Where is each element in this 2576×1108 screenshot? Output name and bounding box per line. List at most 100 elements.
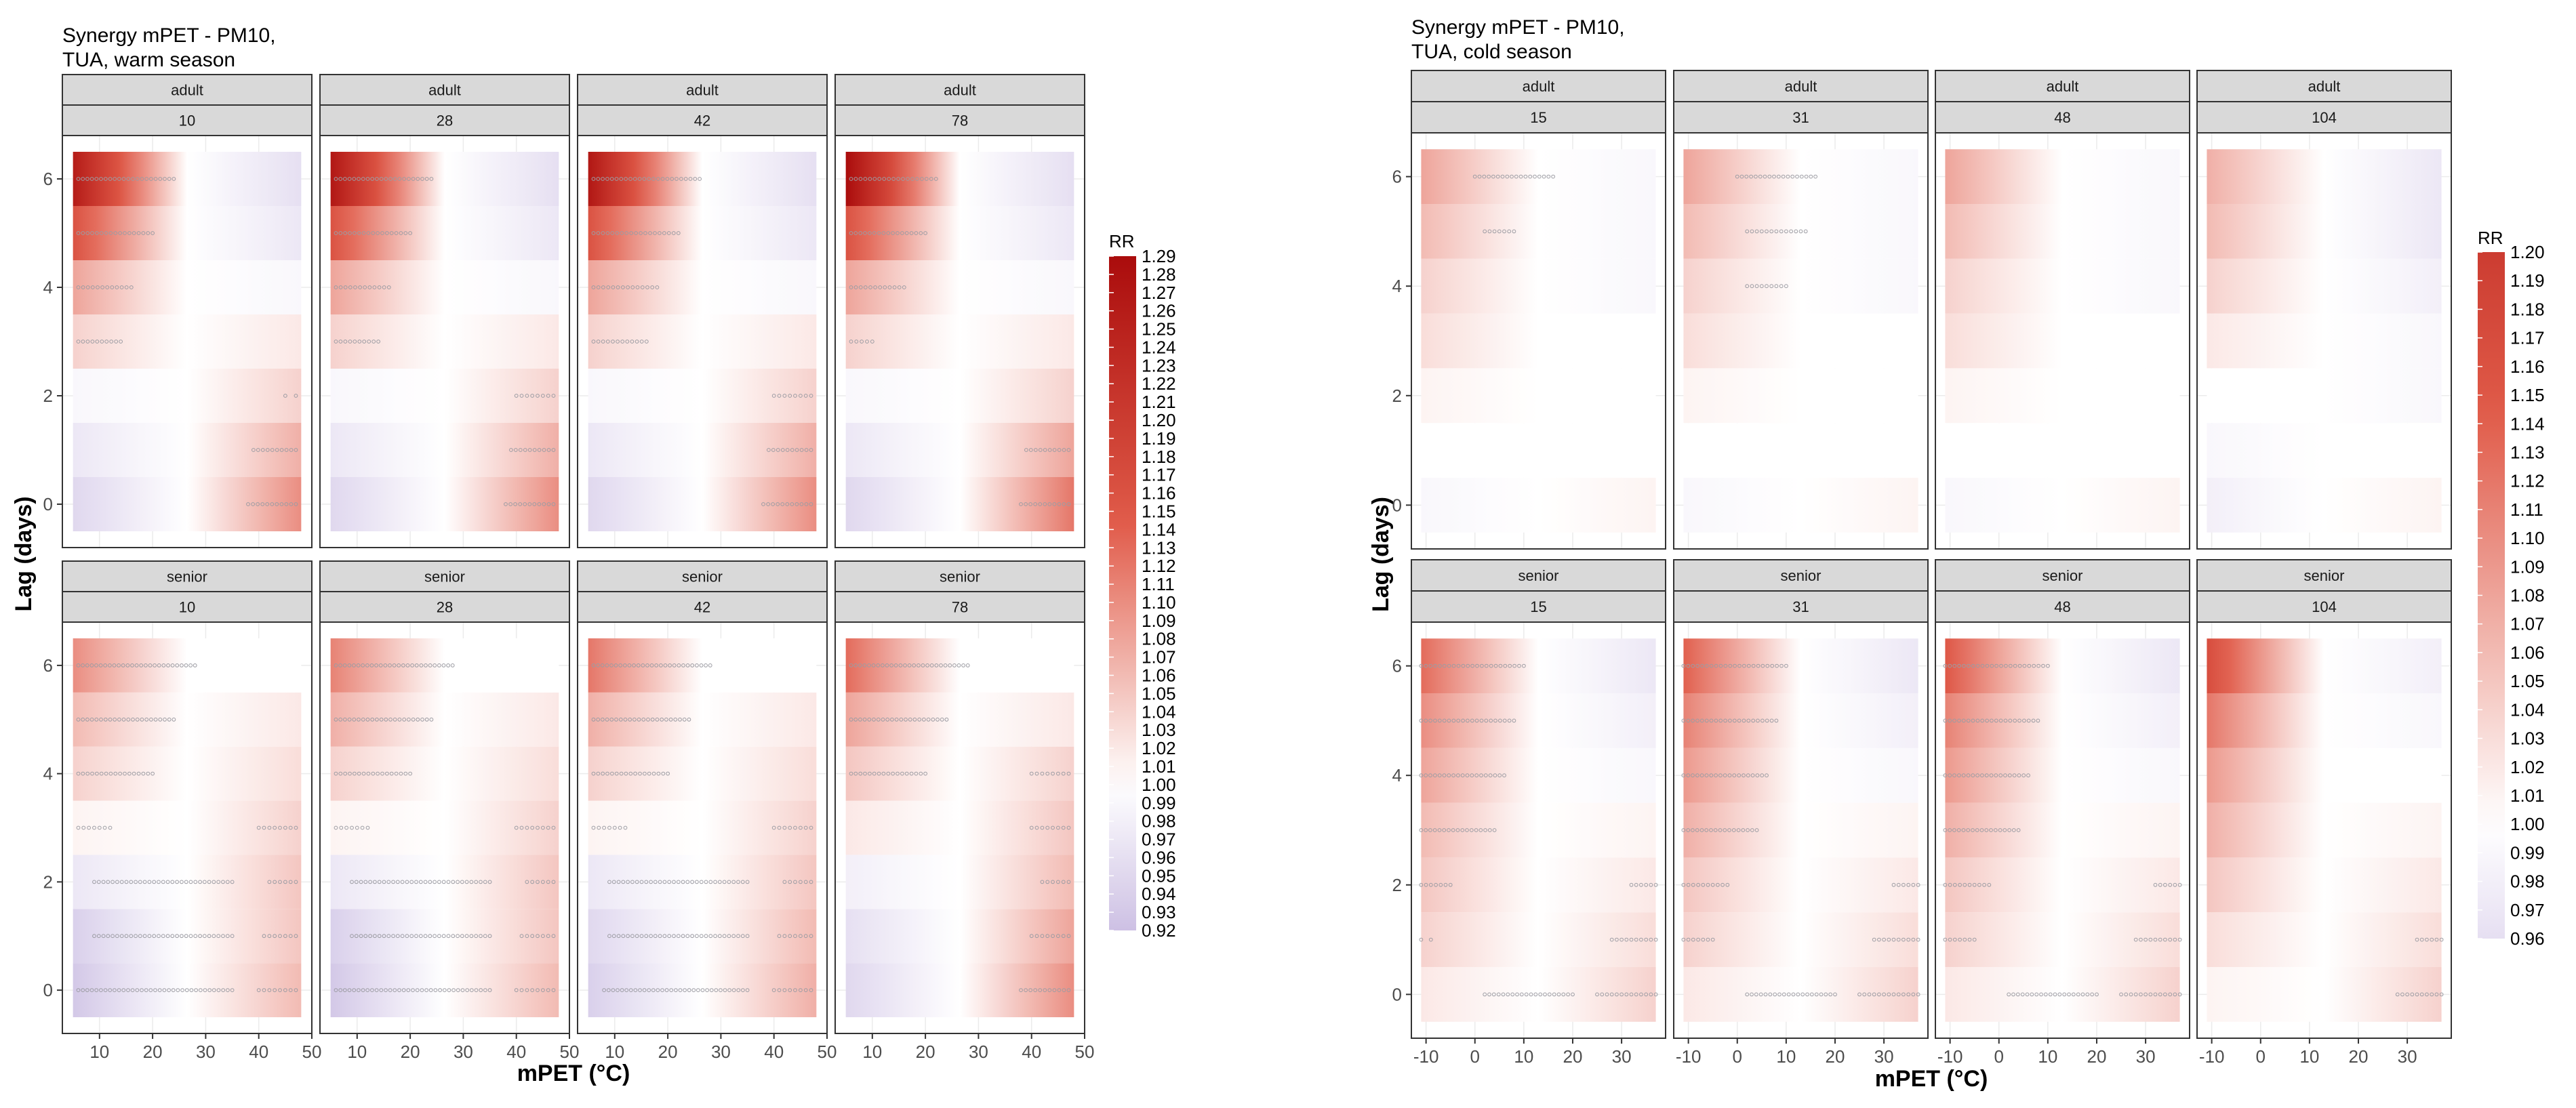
x-tick-label: -10: [1937, 1046, 1963, 1067]
facet-panel-adult-15: adult 15 0 2 4 6: [1392, 70, 1666, 550]
heatmap-tile-lag-1: [330, 909, 559, 964]
legend-tick-label: 1.10: [1142, 592, 1176, 613]
significance-markers: [334, 663, 455, 668]
facet-panel-senior-15: senior 15 0 2 4 6 -10 0 10 20 30: [1392, 559, 1666, 1067]
significance-markers: [1872, 937, 1920, 942]
significance-markers: [334, 340, 381, 344]
legend-tick-label: 1.20: [2510, 242, 2545, 262]
legend-tick-label: 1.23: [1142, 355, 1176, 375]
x-tick-label: 20: [401, 1042, 420, 1062]
x-tick-label: 30: [969, 1042, 988, 1062]
y-tick-label: 4: [43, 764, 53, 784]
heatmap-tile-lag-2: [330, 369, 559, 423]
x-tick-label: 10: [347, 1042, 367, 1062]
facet-strip-group-label: adult: [2308, 78, 2341, 95]
heatmap-tile-lag-3: [330, 800, 559, 855]
significance-markers: [76, 663, 197, 668]
facet-panel-adult-28: adult 28: [319, 74, 570, 548]
legend-rr: RR1.291.281.271.261.251.241.231.221.211.…: [1109, 231, 1176, 941]
facet-strip-value: [1673, 590, 1929, 623]
significance-markers: [607, 880, 750, 884]
heatmap-tile-lag-6: [73, 152, 302, 206]
heatmap-tile-lag-2: [1683, 368, 1918, 424]
heatmap-tile-lag-2: [845, 855, 1074, 909]
heatmap-tile-lag-1: [588, 423, 817, 477]
legend-tick-label: 0.97: [2510, 900, 2545, 920]
heatmap-tile-lag-6: [1421, 638, 1656, 694]
panel-border: [1673, 132, 1929, 550]
y-tick-label: 0: [43, 980, 53, 1000]
facet-strip-value-label: 42: [694, 112, 710, 129]
heatmap-tile-lag-5: [588, 692, 817, 747]
facet-strip-value: [1411, 590, 1666, 623]
figure-2: Synergy mPET - PM10,TUA, cold season Lag …: [1368, 16, 2545, 1092]
heatmap-tile-lag-6: [845, 638, 1074, 693]
y-tick-label: 2: [43, 386, 53, 406]
legend-tick-label: 1.08: [1142, 629, 1176, 649]
facet-strip-value-label: 104: [2312, 109, 2337, 126]
legend-tick-label: 1.01: [1142, 756, 1176, 777]
significance-markers: [761, 502, 813, 506]
heatmap-tile-lag-6: [1683, 149, 1918, 205]
facet-strip-group-label: adult: [428, 82, 461, 99]
legend-tick-label: 1.24: [1142, 337, 1176, 357]
legend-tick-label: 1.15: [2510, 385, 2545, 405]
facet-strip-group-label: senior: [1781, 567, 1822, 584]
heatmap-tile-lag-3: [2207, 313, 2442, 369]
significance-markers: [1745, 992, 1837, 997]
significance-markers: [1595, 992, 1658, 997]
legend-tick-label: 1.18: [2510, 299, 2545, 319]
legend-tick-label: 0.95: [1142, 865, 1176, 886]
legend-tick-label: 1.06: [1142, 665, 1176, 686]
heatmap-tile-lag-0: [330, 477, 559, 531]
significance-markers: [1472, 174, 1556, 179]
x-tick-label: 40: [506, 1042, 526, 1062]
facet-strip-group: [2196, 70, 2452, 102]
x-axis-label: mPET (°C): [1875, 1066, 1988, 1092]
heatmap-tile-lag-0: [845, 963, 1074, 1018]
legend-title: RR: [1109, 231, 1135, 251]
heatmap-tile-lag-6: [1683, 638, 1918, 694]
significance-markers: [591, 340, 649, 344]
heatmap-tile-lag-0: [2207, 477, 2442, 533]
heatmap-tile-lag-2: [1683, 857, 1918, 913]
significance-markers: [76, 177, 176, 181]
heatmap-tile-lag-3: [1683, 313, 1918, 369]
significance-markers: [92, 880, 235, 884]
facet-panel-adult-42: adult 42: [577, 74, 828, 548]
significance-markers: [1419, 882, 1453, 887]
panel-border: [1935, 132, 2190, 550]
significance-markers: [591, 663, 712, 668]
heatmap-tile-lag-4: [330, 746, 559, 801]
y-tick-label: 0: [1392, 984, 1402, 1004]
x-tick-label: 50: [818, 1042, 837, 1062]
facet-strip-value-label: 15: [1530, 598, 1546, 615]
significance-markers: [514, 825, 556, 830]
heatmap-tile-lag-3: [73, 800, 302, 855]
legend-tick-label: 1.13: [2510, 442, 2545, 462]
heatmap-tile-lag-1: [73, 909, 302, 964]
heatmap-tile-lag-0: [2207, 966, 2442, 1022]
heatmap-tile-lag-3: [1421, 802, 1656, 858]
significance-markers: [607, 934, 750, 939]
facet-panel-senior-48: senior 48 -10 0 10 20 30: [1935, 559, 2190, 1067]
significance-markers: [767, 448, 813, 452]
legend-tick-label: 1.09: [2510, 556, 2545, 577]
heatmap-tile-lag-0: [588, 477, 817, 531]
facet-panel-senior-10: senior 10 0 2 4 6 10 20 30 40 50: [43, 560, 321, 1062]
x-tick-label: -10: [1676, 1046, 1702, 1067]
significance-markers: [602, 988, 750, 992]
facet-strip-group-label: adult: [1785, 78, 1817, 95]
facet-strip-value-label: 48: [2054, 598, 2070, 615]
panel-border: [1411, 621, 1666, 1039]
facet-panel-adult-10: adult 10 0 2 4 6: [43, 74, 313, 548]
facet-strip-group: [834, 74, 1085, 106]
heatmap-tile-lag-1: [330, 423, 559, 477]
heatmap-tile-lag-4: [845, 260, 1074, 314]
legend-tick-label: 1.07: [2510, 614, 2545, 634]
legend-tick-label: 1.20: [1142, 410, 1176, 430]
significance-markers: [256, 825, 298, 830]
significance-markers: [591, 231, 681, 235]
heatmap-tile-lag-2: [1945, 857, 2180, 913]
significance-markers: [849, 663, 970, 668]
